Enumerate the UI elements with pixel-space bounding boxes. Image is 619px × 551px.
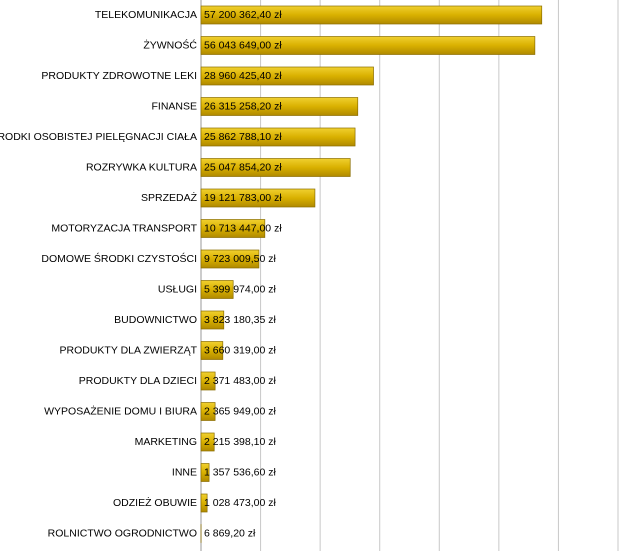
bar bbox=[200, 463, 210, 482]
bar bbox=[200, 158, 351, 177]
value-label: 9 723 009,50 zł bbox=[204, 253, 276, 265]
bar bbox=[200, 127, 356, 147]
value-label: 2 371 483,00 zł bbox=[204, 375, 276, 387]
value-label: 3 660 319,00 zł bbox=[204, 344, 276, 356]
value-label: 56 043 649,00 zł bbox=[204, 39, 282, 51]
category-label: BUDOWNICTWO bbox=[114, 314, 197, 326]
value-label: 25 047 854,20 zł bbox=[204, 161, 282, 173]
value-label: 57 200 362,40 zł bbox=[204, 9, 282, 21]
category-label: ODZIEŻ OBUWIE bbox=[113, 496, 197, 509]
bar bbox=[200, 249, 260, 269]
value-label: 6 869,20 zł bbox=[204, 527, 256, 539]
category-label: USŁUGI bbox=[158, 283, 197, 295]
category-label: DOMOWE ŚRODKI CZYSTOŚCI bbox=[41, 252, 197, 265]
value-label: 19 121 783,00 zł bbox=[204, 192, 282, 204]
category-label: ŚRODKI OSOBISTEJ PIELĘGNACJI CIAŁA bbox=[0, 130, 197, 143]
bar bbox=[200, 310, 225, 330]
category-label: SPRZEDAŻ bbox=[141, 191, 198, 204]
category-label: ROLNICTWO OGRODNICTWO bbox=[48, 527, 197, 539]
bar bbox=[200, 188, 316, 208]
category-label: ŻYWNOŚĆ bbox=[143, 38, 197, 51]
value-label: 26 315 258,20 zł bbox=[204, 100, 282, 112]
value-label: 2 365 949,00 zł bbox=[204, 405, 276, 417]
bar bbox=[200, 97, 359, 116]
bar bbox=[200, 432, 215, 452]
category-label: WYPOSAŻENIE DOMU I BIURA bbox=[44, 404, 197, 417]
bar bbox=[200, 66, 374, 86]
category-label: INNE bbox=[172, 466, 197, 478]
bar bbox=[200, 5, 543, 25]
bar bbox=[200, 341, 224, 360]
category-label: PRODUKTY DLA DZIECI bbox=[79, 375, 197, 387]
bar bbox=[200, 402, 216, 421]
value-label: 1 028 473,00 zł bbox=[204, 497, 276, 509]
value-label: 1 357 536,60 zł bbox=[204, 466, 276, 478]
category-label: ROZRYWKA KULTURA bbox=[86, 161, 197, 173]
category-label: PRODUKTY DLA ZWIERZĄT bbox=[60, 344, 198, 356]
bar bbox=[200, 371, 216, 391]
value-label: 2 215 398,10 zł bbox=[204, 436, 276, 448]
value-label: 3 823 180,35 zł bbox=[204, 314, 276, 326]
category-label: MOTORYZACJA TRANSPORT bbox=[51, 222, 197, 234]
bar bbox=[200, 219, 266, 238]
value-label: 28 960 425,40 zł bbox=[204, 70, 282, 82]
value-label: 5 399 974,00 zł bbox=[204, 283, 276, 295]
bar bbox=[200, 280, 234, 299]
category-label: PRODUKTY ZDROWOTNE LEKI bbox=[41, 70, 197, 82]
value-label: 10 713 447,00 zł bbox=[204, 222, 282, 234]
value-label: 25 862 788,10 zł bbox=[204, 131, 282, 143]
bar bbox=[200, 493, 208, 513]
category-label: FINANSE bbox=[151, 100, 197, 112]
category-label: MARKETING bbox=[135, 436, 197, 448]
category-label: TELEKOMUNIKACJA bbox=[95, 9, 197, 21]
bar bbox=[200, 36, 536, 55]
